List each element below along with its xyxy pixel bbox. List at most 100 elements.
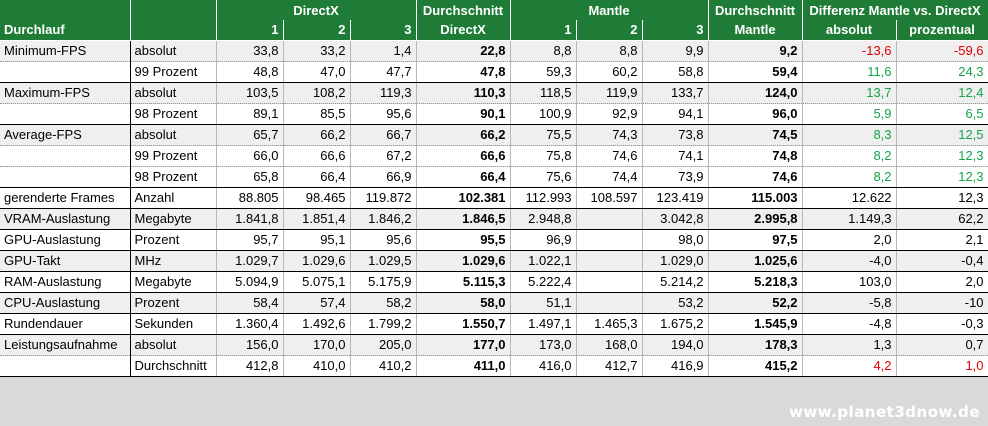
row-category bbox=[0, 145, 131, 167]
row-subcategory: 98 Prozent bbox=[130, 166, 217, 188]
directx-run-2: 170,0 bbox=[283, 334, 351, 356]
mantle-average: 124,0 bbox=[708, 82, 803, 104]
mantle-run-1: 96,9 bbox=[510, 229, 577, 251]
header-run-3: 3 bbox=[350, 20, 417, 41]
diff-absolute: 12.622 bbox=[802, 187, 897, 209]
directx-average: 47,8 bbox=[416, 61, 511, 83]
mantle-run-1: 5.222,4 bbox=[510, 271, 577, 293]
directx-run-1: 1.841,8 bbox=[216, 208, 284, 230]
row-subcategory: MHz bbox=[130, 250, 217, 272]
header-prozentual: prozentual bbox=[896, 20, 988, 41]
mantle-run-2 bbox=[576, 229, 643, 251]
diff-absolute: 1,3 bbox=[802, 334, 897, 356]
mantle-average: 59,4 bbox=[708, 61, 803, 83]
directx-average: 22,8 bbox=[416, 40, 511, 62]
mantle-average: 415,2 bbox=[708, 355, 803, 377]
row-category: Maximum-FPS bbox=[0, 82, 131, 104]
row-subcategory: Durchschnitt bbox=[130, 355, 217, 377]
row-category: VRAM-Auslastung bbox=[0, 208, 131, 230]
row-subcategory: absolut bbox=[130, 40, 217, 62]
mantle-average: 1.545,9 bbox=[708, 313, 803, 335]
directx-average: 66,6 bbox=[416, 145, 511, 167]
directx-run-2: 98.465 bbox=[283, 187, 351, 209]
header-directx: DirectX bbox=[216, 0, 417, 20]
directx-run-3: 1.029,5 bbox=[350, 250, 417, 272]
mantle-run-1: 8,8 bbox=[510, 40, 577, 62]
row-subcategory: 99 Prozent bbox=[130, 145, 217, 167]
diff-absolute: 2,0 bbox=[802, 229, 897, 251]
row-subcategory: Prozent bbox=[130, 229, 217, 251]
header-row-2: Durchlauf 1 2 3 DirectX 1 2 3 Mantle abs… bbox=[0, 20, 988, 41]
mantle-run-2 bbox=[576, 250, 643, 272]
diff-percent: 12,3 bbox=[896, 145, 988, 167]
diff-percent: -10 bbox=[896, 292, 988, 314]
mantle-run-1: 1.022,1 bbox=[510, 250, 577, 272]
directx-run-1: 412,8 bbox=[216, 355, 284, 377]
mantle-run-3: 1.029,0 bbox=[642, 250, 709, 272]
directx-run-2: 95,1 bbox=[283, 229, 351, 251]
header-run-2: 2 bbox=[283, 20, 351, 41]
row-category: gerenderte Frames bbox=[0, 187, 131, 209]
diff-percent: 24,3 bbox=[896, 61, 988, 83]
table-row: 99 Prozent 48,8 47,0 47,7 47,8 59,3 60,2 58,8 59… bbox=[0, 61, 988, 83]
directx-run-1: 58,4 bbox=[216, 292, 284, 314]
row-category bbox=[0, 61, 131, 83]
directx-run-3: 119,3 bbox=[350, 82, 417, 104]
mantle-run-2: 74,6 bbox=[576, 145, 643, 167]
mantle-average: 74,8 bbox=[708, 145, 803, 167]
header-mantle-run-1: 1 bbox=[510, 20, 577, 41]
directx-average: 95,5 bbox=[416, 229, 511, 251]
directx-average: 66,4 bbox=[416, 166, 511, 188]
mantle-average: 97,5 bbox=[708, 229, 803, 251]
directx-run-3: 1.799,2 bbox=[350, 313, 417, 335]
directx-average: 411,0 bbox=[416, 355, 511, 377]
table-row: gerenderte Frames Anzahl 88.805 98.465 119.8… bbox=[0, 187, 988, 209]
diff-percent: 0,7 bbox=[896, 334, 988, 356]
directx-run-3: 410,2 bbox=[350, 355, 417, 377]
directx-run-2: 57,4 bbox=[283, 292, 351, 314]
directx-run-1: 5.094,9 bbox=[216, 271, 284, 293]
header-cell bbox=[130, 20, 217, 41]
mantle-run-2: 168,0 bbox=[576, 334, 643, 356]
diff-absolute: -4,0 bbox=[802, 250, 897, 272]
directx-run-2: 108,2 bbox=[283, 82, 351, 104]
mantle-run-3: 74,1 bbox=[642, 145, 709, 167]
mantle-run-3: 53,2 bbox=[642, 292, 709, 314]
mantle-average: 2.995,8 bbox=[708, 208, 803, 230]
diff-percent: -0,3 bbox=[896, 313, 988, 335]
directx-run-2: 66,6 bbox=[283, 145, 351, 167]
table-row: VRAM-Auslastung Megabyte 1.841,8 1.851,4 1.8… bbox=[0, 208, 988, 230]
row-subcategory: absolut bbox=[130, 334, 217, 356]
diff-absolute: 11,6 bbox=[802, 61, 897, 83]
diff-percent: 2,1 bbox=[896, 229, 988, 251]
row-subcategory: absolut bbox=[130, 82, 217, 104]
row-subcategory: Sekunden bbox=[130, 313, 217, 335]
mantle-run-3: 98,0 bbox=[642, 229, 709, 251]
mantle-run-3: 1.675,2 bbox=[642, 313, 709, 335]
header-absolut: absolut bbox=[802, 20, 897, 41]
directx-run-3: 119.872 bbox=[350, 187, 417, 209]
mantle-average: 115.003 bbox=[708, 187, 803, 209]
directx-run-2: 85,5 bbox=[283, 103, 351, 125]
directx-run-1: 1.360,4 bbox=[216, 313, 284, 335]
mantle-run-1: 2.948,8 bbox=[510, 208, 577, 230]
directx-run-3: 1,4 bbox=[350, 40, 417, 62]
directx-run-1: 88.805 bbox=[216, 187, 284, 209]
mantle-run-2: 119,9 bbox=[576, 82, 643, 104]
directx-run-1: 95,7 bbox=[216, 229, 284, 251]
diff-absolute: 8,2 bbox=[802, 166, 897, 188]
table-row: Average-FPS absolut 65,7 66,2 66,7 66,2 75,5 74… bbox=[0, 124, 988, 146]
diff-percent: 2,0 bbox=[896, 271, 988, 293]
diff-percent: 12,3 bbox=[896, 187, 988, 209]
directx-run-3: 95,6 bbox=[350, 229, 417, 251]
diff-absolute: 8,2 bbox=[802, 145, 897, 167]
mantle-run-1: 112.993 bbox=[510, 187, 577, 209]
mantle-run-3: 9,9 bbox=[642, 40, 709, 62]
mantle-run-3: 194,0 bbox=[642, 334, 709, 356]
mantle-average: 96,0 bbox=[708, 103, 803, 125]
table-row: RAM-Auslastung Megabyte 5.094,9 5.075,1 5.17… bbox=[0, 271, 988, 293]
directx-average: 1.029,6 bbox=[416, 250, 511, 272]
row-category: RAM-Auslastung bbox=[0, 271, 131, 293]
header-cell bbox=[0, 0, 131, 20]
table-row: GPU-Takt MHz 1.029,7 1.029,6 1.029,5 1.029,6 1… bbox=[0, 250, 988, 272]
